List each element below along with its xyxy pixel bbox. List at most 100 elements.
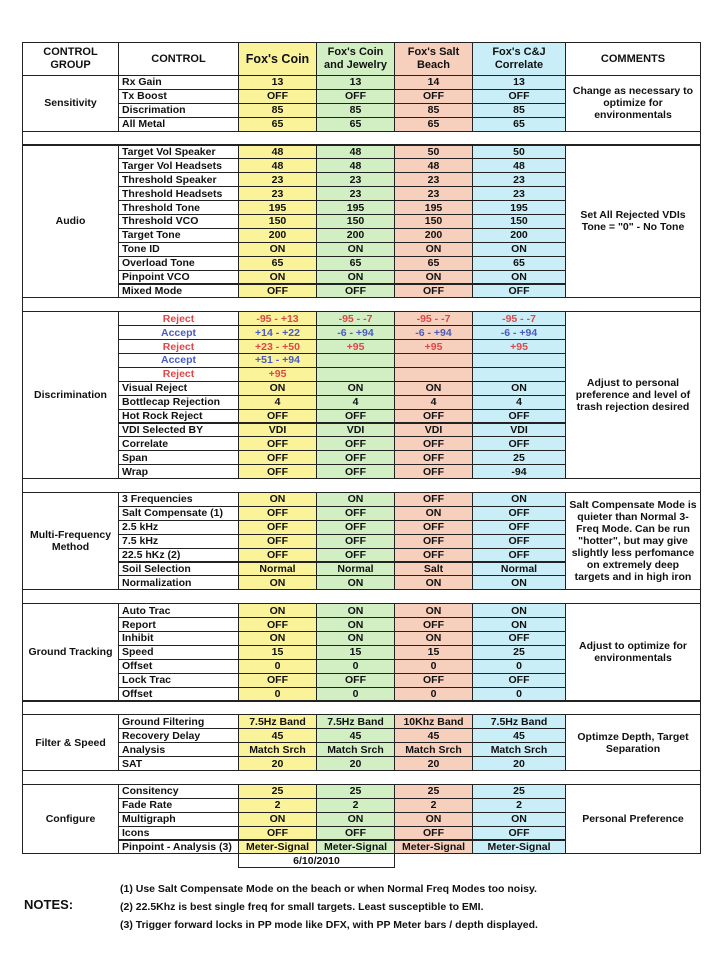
setting-value: ON	[394, 380, 473, 396]
control-label: Hot Rock Reject	[118, 408, 239, 424]
control-label: All Metal	[118, 116, 239, 132]
setting-value: -6 - +94	[394, 325, 473, 341]
setting-value: 25	[316, 783, 395, 799]
setting-value: OFF	[472, 505, 566, 521]
setting-value: ON	[238, 631, 317, 646]
setting-value: OFF	[316, 505, 395, 521]
setting-value: OFF	[472, 631, 566, 646]
setting-value: 23	[472, 172, 566, 188]
setting-value: OFF	[238, 436, 317, 452]
control-label: 2.5 kHz	[118, 519, 239, 535]
control-label: Span	[118, 450, 239, 466]
setting-value: ON	[238, 603, 317, 619]
setting-value: 2	[394, 797, 473, 813]
setting-value: 23	[238, 172, 317, 188]
setting-value: OFF	[472, 408, 566, 424]
setting-value: OFF	[472, 672, 566, 688]
setting-value	[472, 353, 566, 368]
group-comment: Change as necessary to optimize for envi…	[565, 75, 701, 132]
group-name: Multi-Frequency Method	[22, 492, 119, 591]
setting-value: OFF	[238, 519, 317, 535]
setting-value: OFF	[316, 450, 395, 466]
setting-value: 7.5Hz Band	[472, 714, 566, 730]
setting-value: 195	[394, 200, 473, 215]
setting-value: ON	[316, 575, 395, 591]
setting-value: 200	[472, 227, 566, 243]
setting-value: OFF	[316, 533, 395, 549]
setting-value: OFF	[238, 450, 317, 466]
group-comment: Optimze Depth, Target Separation	[565, 714, 701, 771]
setting-value: -94	[472, 464, 566, 480]
setting-value: 150	[472, 214, 566, 229]
setting-value: ON	[238, 269, 317, 285]
control-label: Reject	[118, 366, 239, 382]
control-label: Mixed Mode	[118, 283, 239, 299]
setting-value: ON	[238, 811, 317, 827]
setting-value: +95	[316, 339, 395, 354]
setting-value: 23	[316, 172, 395, 188]
control-label: Ground Filtering	[118, 714, 239, 730]
setting-value: ON	[238, 575, 317, 591]
setting-value: OFF	[394, 283, 473, 299]
setting-value: -6 - +94	[472, 325, 566, 341]
group-comment: Salt Compensate Mode is quieter than Nor…	[565, 492, 701, 591]
setting-value: OFF	[316, 547, 395, 563]
setting-value: OFF	[472, 547, 566, 563]
setting-value: 200	[316, 227, 395, 243]
control-label: Accept	[118, 325, 239, 341]
control-label: Pinpoint - Analysis (3)	[118, 839, 239, 855]
setting-value: OFF	[394, 436, 473, 452]
setting-value: OFF	[316, 436, 395, 452]
group-name: Audio	[22, 144, 119, 299]
setting-value: ON	[316, 617, 395, 632]
setting-value: VDI	[238, 422, 317, 438]
group-name: Ground Tracking	[22, 603, 119, 702]
group-name: Filter & Speed	[22, 714, 119, 771]
setting-value: 4	[238, 394, 317, 410]
setting-value: 20	[238, 756, 317, 771]
setting-value: 48	[472, 158, 566, 174]
setting-value: 50	[472, 144, 566, 160]
setting-value: ON	[394, 811, 473, 827]
setting-value: 20	[394, 756, 473, 771]
setting-value: OFF	[394, 617, 473, 632]
control-label: 7.5 kHz	[118, 533, 239, 549]
setting-value: OFF	[316, 825, 395, 841]
spacer-row	[22, 297, 701, 313]
control-label: Fade Rate	[118, 797, 239, 813]
setting-value: Match Srch	[316, 742, 395, 758]
setting-value: OFF	[238, 283, 317, 299]
column-header: COMMENTS	[565, 42, 701, 76]
setting-value: OFF	[238, 617, 317, 632]
setting-value: ON	[472, 811, 566, 827]
setting-value: OFF	[316, 283, 395, 299]
setting-value: ON	[394, 269, 473, 285]
setting-value: 7.5Hz Band	[316, 714, 395, 730]
column-header: CONTROL GROUP	[22, 42, 119, 76]
setting-value: Meter-Signal	[472, 839, 566, 855]
setting-value: 23	[316, 186, 395, 202]
setting-value: VDI	[472, 422, 566, 438]
control-label: Report	[118, 617, 239, 632]
setting-value: ON	[472, 269, 566, 285]
spacer-row	[22, 700, 701, 716]
control-label: Reject	[118, 339, 239, 354]
setting-value: 85	[472, 102, 566, 118]
notes-label: NOTES:	[24, 897, 74, 912]
control-label: Targer Vol Headsets	[118, 158, 239, 174]
setting-value: 200	[238, 227, 317, 243]
setting-value: 23	[394, 186, 473, 202]
control-label: Multigraph	[118, 811, 239, 827]
control-label: Analysis	[118, 742, 239, 758]
setting-value	[472, 366, 566, 382]
control-label: Bottlecap Rejection	[118, 394, 239, 410]
control-label: Target Vol Speaker	[118, 144, 239, 160]
setting-value: 25	[394, 783, 473, 799]
setting-value: ON	[472, 575, 566, 591]
setting-value: ON	[472, 241, 566, 257]
setting-value: 0	[316, 658, 395, 674]
control-label: Accept	[118, 353, 239, 368]
setting-value: ON	[316, 269, 395, 285]
setting-value: OFF	[394, 408, 473, 424]
control-label: Target Tone	[118, 227, 239, 243]
